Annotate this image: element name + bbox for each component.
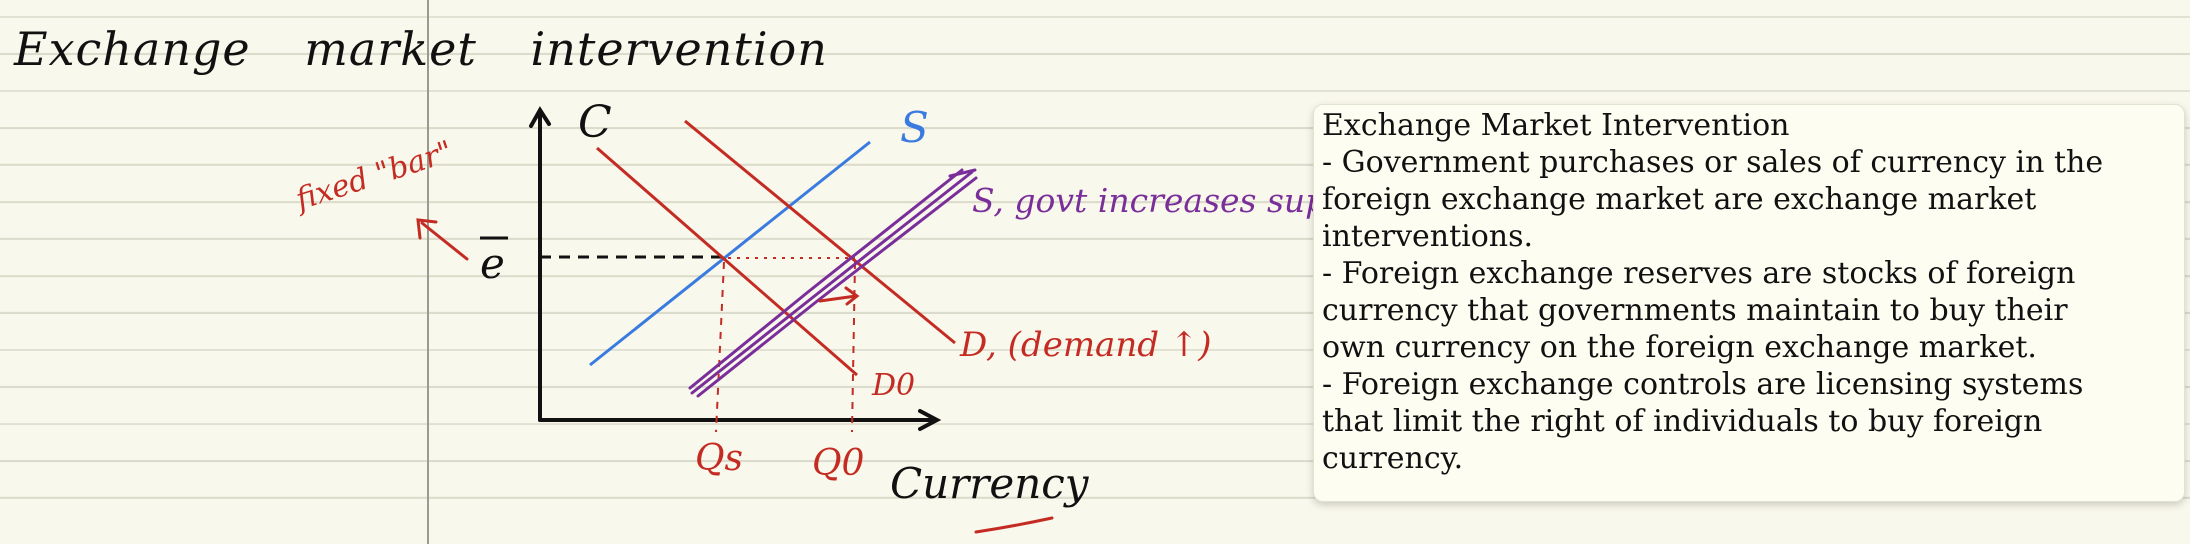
supply-new-label: S, govt increases supply [972, 181, 1313, 220]
currency-underline [974, 516, 1054, 534]
x-axis-label: Currency [890, 459, 1090, 508]
margin-line [427, 0, 429, 544]
info-line: currency. [1322, 441, 1464, 476]
info-line: interventions. [1322, 219, 1534, 254]
fixed-bar-arrow [416, 218, 469, 261]
info-line: currency that governments maintain to bu… [1322, 293, 2068, 328]
info-line: - Government purchases or sales of curre… [1322, 145, 2104, 180]
y-axis-label: C [578, 97, 612, 148]
demand-new-label: D, (demand ↑) [959, 325, 1212, 365]
fixed-bar-label: fixed "bar" [290, 134, 457, 218]
supply-curve-s1 [688, 168, 978, 398]
info-line: - Foreign exchange reserves are stocks o… [1322, 256, 2076, 291]
supply-curve [589, 140, 871, 367]
x-axis-arrow [918, 409, 942, 431]
info-line: foreign exchange market are exchange mar… [1322, 182, 2037, 217]
q0-dashed-line [851, 261, 856, 433]
info-line: that limit the right of individuals to b… [1322, 404, 2043, 439]
info-line: - Foreign exchange controls are licensin… [1322, 367, 2084, 402]
axes [529, 106, 942, 431]
q0-label: Q0 [812, 443, 864, 484]
supply-label: S [900, 103, 929, 152]
y-axis-arrow [529, 106, 551, 128]
shift-arrow [818, 286, 860, 306]
qs-dashed-line [715, 261, 725, 433]
demand-old-label: D0 [871, 368, 915, 403]
demand-curve-d0 [596, 146, 858, 377]
price-label: e [480, 239, 505, 288]
note-title: Exchange market intervention [14, 22, 828, 76]
demand-curve-d1 [684, 119, 956, 345]
exchange-diagram: C e fixed "bar" S S, govt increases supp… [290, 97, 1313, 534]
info-box: Exchange Market Intervention - Governmen… [1313, 104, 2185, 502]
info-line: own currency on the foreign exchange mar… [1322, 330, 2037, 365]
qs-label: Qs [695, 438, 743, 479]
info-title: Exchange Market Intervention [1322, 108, 1790, 143]
